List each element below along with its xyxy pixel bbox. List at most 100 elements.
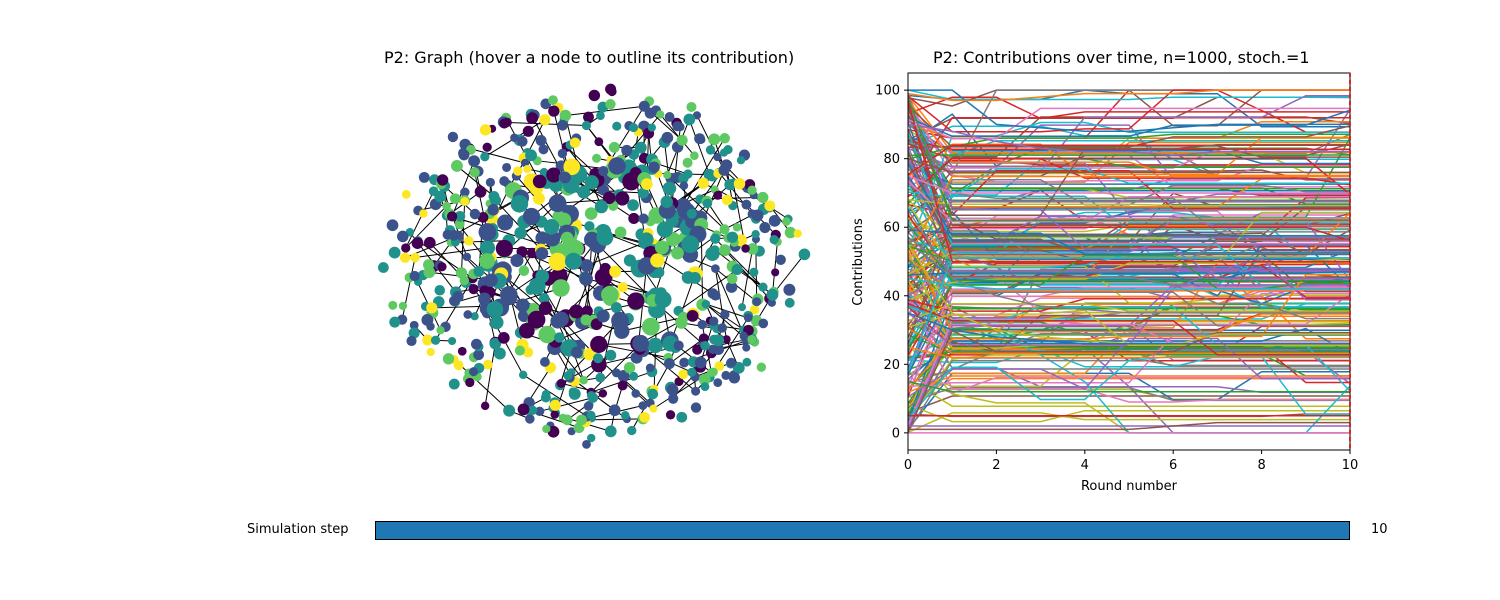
graph-node[interactable]	[694, 356, 707, 369]
graph-node[interactable]	[550, 410, 559, 419]
graph-node[interactable]	[582, 440, 591, 449]
graph-node[interactable]	[605, 349, 617, 361]
graph-node[interactable]	[647, 388, 659, 400]
graph-node[interactable]	[584, 207, 598, 220]
graph-node[interactable]	[564, 252, 582, 270]
graph-node[interactable]	[495, 239, 513, 258]
graph-node[interactable]	[538, 325, 556, 344]
graph-node[interactable]	[408, 327, 420, 339]
graph-node[interactable]	[686, 208, 697, 219]
graph-node[interactable]	[649, 404, 658, 413]
graph-node[interactable]	[447, 131, 459, 143]
graph-node[interactable]	[749, 304, 760, 315]
graph-node[interactable]	[741, 199, 752, 210]
graph-node[interactable]	[627, 199, 639, 211]
graph-node[interactable]	[747, 185, 757, 195]
graph-node[interactable]	[419, 209, 428, 218]
graph-node[interactable]	[497, 214, 514, 231]
graph-node[interactable]	[751, 209, 764, 222]
graph-node[interactable]	[422, 334, 434, 346]
graph-node[interactable]	[629, 371, 639, 381]
graph-node[interactable]	[641, 317, 660, 336]
graph-node[interactable]	[694, 133, 706, 145]
graph-node[interactable]	[579, 375, 588, 385]
graph-node[interactable]	[489, 337, 502, 350]
graph-node[interactable]	[482, 142, 492, 152]
graph-node[interactable]	[692, 344, 703, 355]
graph-node[interactable]	[742, 357, 752, 367]
graph-node[interactable]	[538, 301, 553, 315]
graph-node[interactable]	[663, 358, 675, 370]
graph-node[interactable]	[752, 297, 762, 307]
graph-node[interactable]	[702, 198, 713, 209]
graph-node[interactable]	[615, 191, 630, 206]
graph-node[interactable]	[598, 389, 608, 398]
graph-node[interactable]	[741, 244, 750, 253]
graph-node[interactable]	[691, 386, 701, 396]
graph-node[interactable]	[721, 370, 731, 380]
graph-node[interactable]	[749, 267, 759, 277]
graph-node[interactable]	[460, 196, 470, 206]
graph-node[interactable]	[513, 166, 523, 176]
graph-node[interactable]	[569, 137, 581, 148]
graph-node[interactable]	[451, 160, 463, 172]
graph-node[interactable]	[620, 410, 630, 420]
graph-node[interactable]	[569, 304, 584, 319]
graph-node[interactable]	[544, 230, 561, 247]
graph-node[interactable]	[463, 310, 473, 319]
graph-node[interactable]	[388, 246, 401, 259]
graph-node[interactable]	[638, 401, 648, 410]
graph-node[interactable]	[751, 229, 760, 239]
graph-node[interactable]	[510, 133, 519, 142]
graph-node[interactable]	[605, 83, 617, 95]
graph-node[interactable]	[617, 380, 628, 391]
graph-node[interactable]	[728, 372, 741, 384]
graph-node[interactable]	[726, 273, 738, 285]
graph-node[interactable]	[713, 378, 723, 388]
graph-node[interactable]	[468, 284, 479, 295]
graph-node[interactable]	[442, 201, 451, 211]
graph-node[interactable]	[758, 318, 769, 329]
graph-node[interactable]	[654, 240, 669, 255]
graph-node[interactable]	[478, 292, 491, 306]
graph-node[interactable]	[580, 259, 594, 273]
graph-node[interactable]	[747, 334, 757, 345]
graph-node[interactable]	[510, 254, 524, 268]
graph-node[interactable]	[686, 309, 699, 322]
graph-node[interactable]	[638, 100, 650, 112]
graph-node[interactable]	[679, 357, 690, 368]
graph-node[interactable]	[681, 235, 700, 254]
graph-node[interactable]	[712, 334, 725, 347]
graph-node[interactable]	[640, 178, 653, 191]
graph-node[interactable]	[683, 113, 696, 126]
graph-node[interactable]	[602, 191, 616, 205]
graph-node[interactable]	[588, 89, 601, 102]
graph-node[interactable]	[605, 99, 616, 110]
graph-node[interactable]	[534, 406, 545, 417]
graph-node[interactable]	[464, 236, 474, 246]
graph-node[interactable]	[469, 167, 480, 178]
graph-node[interactable]	[399, 252, 411, 263]
graph-node[interactable]	[687, 367, 697, 377]
graph-node[interactable]	[594, 200, 609, 214]
graph-node[interactable]	[539, 292, 550, 304]
graph-node[interactable]	[627, 425, 637, 436]
graph-node[interactable]	[718, 164, 730, 176]
graph-node[interactable]	[665, 410, 676, 420]
graph-node[interactable]	[639, 411, 651, 423]
graph-node[interactable]	[676, 134, 688, 146]
graph-node[interactable]	[448, 378, 460, 390]
graph-node[interactable]	[656, 221, 673, 238]
graph-node[interactable]	[434, 190, 447, 203]
graph-node[interactable]	[423, 266, 436, 279]
graph-node[interactable]	[598, 166, 609, 177]
graph-node[interactable]	[627, 292, 645, 310]
graph-node[interactable]	[465, 377, 475, 388]
graph-node[interactable]	[683, 169, 693, 179]
graph-node[interactable]	[628, 212, 640, 225]
graph-node[interactable]	[560, 231, 574, 245]
graph-node[interactable]	[726, 357, 737, 368]
graph-node[interactable]	[583, 401, 594, 411]
graph-node[interactable]	[457, 346, 467, 356]
graph-node[interactable]	[418, 171, 430, 183]
